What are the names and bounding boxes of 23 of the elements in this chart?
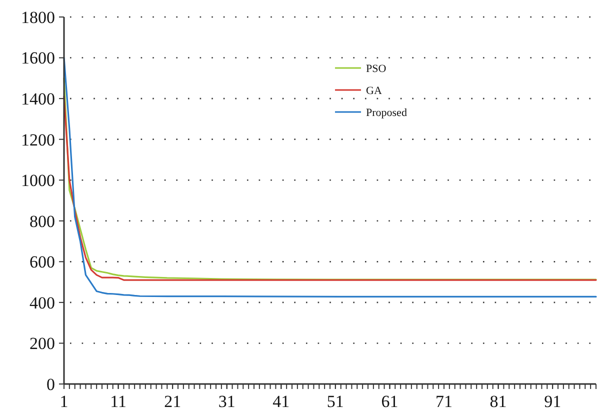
y-tick-label: 800 bbox=[30, 212, 55, 231]
legend-label: PSO bbox=[366, 62, 386, 75]
x-tick-label: 31 bbox=[218, 392, 236, 411]
y-tick-label: 400 bbox=[30, 293, 55, 312]
x-tick-label: 51 bbox=[326, 392, 344, 411]
y-tick-label: 0 bbox=[46, 374, 55, 394]
legend-label: GA bbox=[366, 84, 382, 97]
x-tick-label: 71 bbox=[436, 392, 452, 411]
x-tick-label: 21 bbox=[164, 392, 182, 411]
x-tick-label: 91 bbox=[544, 392, 562, 411]
x-tick-label: 1 bbox=[60, 392, 68, 411]
y-tick-label: 1200 bbox=[21, 130, 55, 150]
x-tick-label: 61 bbox=[381, 392, 398, 411]
y-tick-label: 200 bbox=[30, 334, 55, 354]
x-tick-label: 81 bbox=[490, 392, 507, 411]
y-tick-label: 1000 bbox=[21, 171, 55, 190]
x-tick-label: 11 bbox=[110, 392, 126, 411]
y-tick-label: 1400 bbox=[21, 90, 55, 109]
y-tick-label: 600 bbox=[30, 252, 55, 272]
y-tick-label: 1600 bbox=[21, 48, 55, 68]
x-tick-label: 41 bbox=[272, 392, 290, 411]
legend-label: Proposed bbox=[366, 106, 408, 119]
y-tick-label: 1800 bbox=[21, 8, 55, 27]
